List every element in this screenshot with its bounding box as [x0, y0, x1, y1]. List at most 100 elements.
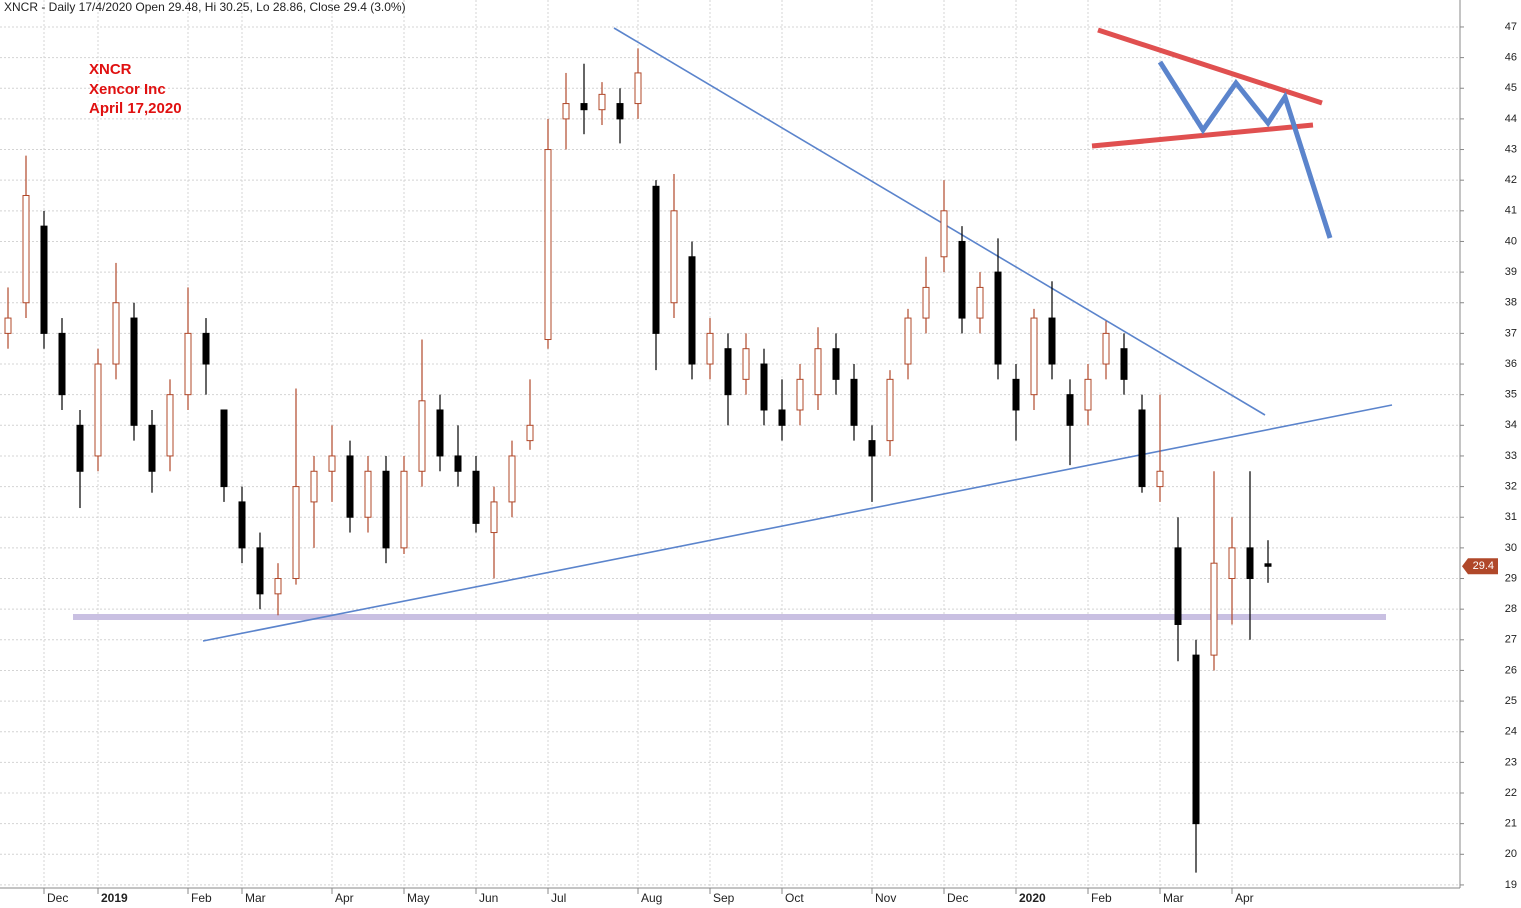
candle-body [1228, 547, 1236, 580]
candle-body [1138, 409, 1146, 488]
candle-body [760, 363, 768, 411]
candle-body [1264, 563, 1272, 567]
y-tick-label: 45 [1505, 82, 1517, 94]
x-tick-label: May [407, 891, 430, 905]
x-tick-label: 2020 [1019, 891, 1046, 905]
candle-body [508, 455, 516, 503]
x-tick-label: Mar [245, 891, 266, 905]
candle-body [436, 409, 444, 457]
candle-body [1174, 547, 1182, 625]
y-tick-label: 21 [1505, 818, 1517, 830]
candle-body [850, 378, 858, 426]
candle-body [706, 332, 714, 365]
candle-body [418, 400, 426, 472]
x-tick-label: Sep [713, 891, 735, 905]
candle-body [634, 72, 642, 105]
y-tick-label: 27 [1505, 634, 1517, 646]
candle-body [4, 317, 12, 334]
y-tick-label: 47 [1505, 21, 1517, 33]
y-tick-label: 19 [1505, 879, 1517, 891]
candle-body [526, 424, 534, 442]
candle-body [256, 547, 264, 595]
candle-body [1066, 394, 1074, 426]
x-tick-label: Jun [479, 891, 498, 905]
grid [0, 0, 1460, 888]
x-tick-label: Apr [1235, 891, 1254, 905]
candle-body [652, 185, 660, 334]
candle-body [1156, 470, 1164, 488]
x-tick-label: Feb [1091, 891, 1112, 905]
trend-lines [73, 27, 1393, 642]
last-price-box [1462, 558, 1498, 575]
candle-body [796, 378, 804, 411]
chart-title: XNCR - Daily 17/4/2020 Open 29.48, Hi 30… [4, 0, 406, 14]
x-tick-label: Apr [335, 891, 354, 905]
candle-body [58, 332, 66, 396]
y-tick-label: 22 [1505, 787, 1517, 799]
y-tick-label: 42 [1505, 174, 1517, 186]
candle-body [112, 302, 120, 365]
candle-body [148, 424, 156, 472]
candle-body [904, 317, 912, 365]
y-tick-label: 34 [1505, 419, 1517, 431]
last-price-label: 29.4 [1473, 560, 1494, 572]
x-tick-label: Feb [191, 891, 212, 905]
candle-body [742, 348, 750, 380]
candle-body [454, 455, 462, 472]
annotation: Xencor Inc [89, 81, 166, 98]
candle-body [130, 317, 138, 426]
y-tick-label: 24 [1505, 726, 1517, 738]
candle-body [688, 256, 696, 365]
candle-body [364, 470, 372, 518]
candle-body [346, 455, 354, 518]
candle-body [868, 440, 876, 457]
x-tick-label: 2019 [101, 891, 128, 905]
x-tick-label: Nov [875, 891, 896, 905]
y-tick-label: 36 [1505, 358, 1517, 370]
y-tick-label: 41 [1505, 205, 1517, 217]
y-tick-label: 20 [1505, 848, 1517, 860]
candle-body [310, 470, 318, 503]
y-tick-label: 43 [1505, 143, 1517, 155]
x-tick-label: Dec [47, 891, 68, 905]
candle-body [490, 501, 498, 534]
candle-body [1084, 378, 1092, 411]
candle-body [1048, 317, 1056, 365]
candle-body [562, 103, 570, 120]
candle-body [274, 578, 282, 595]
pattern-upper [1097, 27, 1323, 106]
x-tick-label: Aug [641, 891, 662, 905]
candle-body [472, 470, 480, 524]
candle-body [94, 363, 102, 457]
candle-body [166, 394, 174, 457]
candle-body [940, 210, 948, 258]
candle-body [724, 348, 732, 396]
y-tick-label: 26 [1505, 664, 1517, 676]
candle-body [886, 378, 894, 442]
y-tick-label: 29 [1505, 572, 1517, 584]
y-tick-label: 38 [1505, 297, 1517, 309]
y-tick-label: 39 [1505, 266, 1517, 278]
candle-body [202, 332, 210, 365]
x-tick-label: Dec [947, 891, 968, 905]
y-tick-label: 31 [1505, 511, 1517, 523]
descending-trendline [613, 27, 1266, 416]
candle-body [400, 470, 408, 549]
x-tick-label: Jul [551, 891, 566, 905]
candle-body [598, 93, 606, 111]
candle-body [1030, 317, 1038, 396]
y-tick-label: 37 [1505, 327, 1517, 339]
candle-body [580, 103, 588, 111]
candle-body [778, 409, 786, 426]
y-tick-label: 28 [1505, 603, 1517, 615]
candle-body [1120, 348, 1128, 380]
x-tick-label: Oct [785, 891, 804, 905]
candle-body [1210, 562, 1218, 656]
candle-body [1102, 332, 1110, 365]
candle-body [976, 286, 984, 319]
x-tick-label: Mar [1163, 891, 1184, 905]
candle-body [616, 103, 624, 120]
y-tick-label: 46 [1505, 52, 1517, 64]
candle-body [184, 332, 192, 396]
